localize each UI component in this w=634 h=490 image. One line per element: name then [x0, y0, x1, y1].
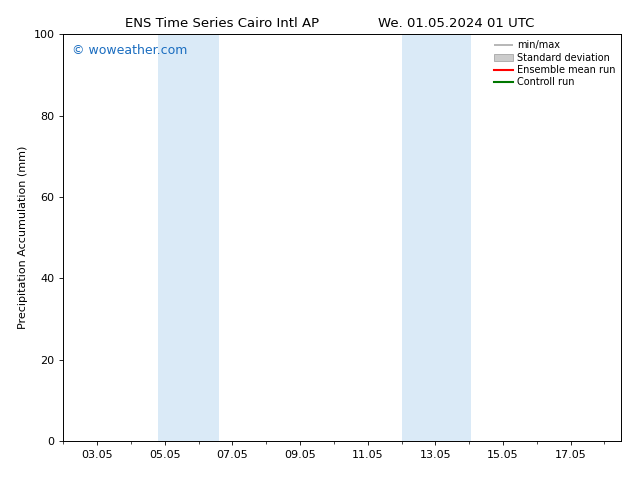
Bar	[401, 34, 471, 441]
Y-axis label: Precipitation Accumulation (mm): Precipitation Accumulation (mm)	[18, 146, 28, 329]
Text: We. 01.05.2024 01 UTC: We. 01.05.2024 01 UTC	[378, 17, 534, 30]
Text: ENS Time Series Cairo Intl AP: ENS Time Series Cairo Intl AP	[125, 17, 319, 30]
Legend: min/max, Standard deviation, Ensemble mean run, Controll run: min/max, Standard deviation, Ensemble me…	[489, 36, 619, 91]
Text: © woweather.com: © woweather.com	[72, 45, 187, 57]
Bar	[158, 34, 219, 441]
